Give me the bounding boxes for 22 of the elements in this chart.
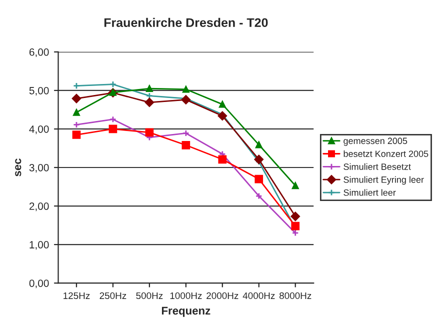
x-tick-label: 2000Hz (206, 292, 238, 300)
x-tick-label: 1000Hz (170, 292, 202, 300)
x-tick-label: 4000Hz (242, 292, 275, 300)
x-tick-label: 8000Hz (279, 292, 312, 300)
y-tick-label: 0,00 (29, 280, 49, 288)
y-axis-title: sec (15, 158, 22, 176)
legend-label: Simuliert Eyring leer (344, 176, 424, 185)
y-tick-label: 6,00 (29, 48, 49, 58)
x-tick-label: 500Hz (136, 292, 163, 300)
x-axis-title: Frequenz (162, 306, 210, 317)
y-tick-label: 1,00 (30, 241, 49, 250)
legend-label: Simuliert Besetzt (344, 163, 411, 170)
x-tick-label: 125Hz (64, 292, 90, 300)
y-tick-label: 2,00 (29, 202, 49, 212)
y-tick-label: 3,00 (29, 164, 49, 173)
chart-title: Frauenkirche Dresden - T20 (104, 18, 268, 28)
y-tick-label: 4,00 (29, 125, 49, 134)
x-tick-label: 250Hz (100, 292, 126, 300)
legend-label: Simuliert leer (344, 189, 396, 196)
y-tick-label: 5,00 (29, 86, 49, 96)
legend-label: gemessen 2005 (344, 138, 408, 146)
legend-label: besetzt Konzert 2005 (344, 150, 428, 157)
